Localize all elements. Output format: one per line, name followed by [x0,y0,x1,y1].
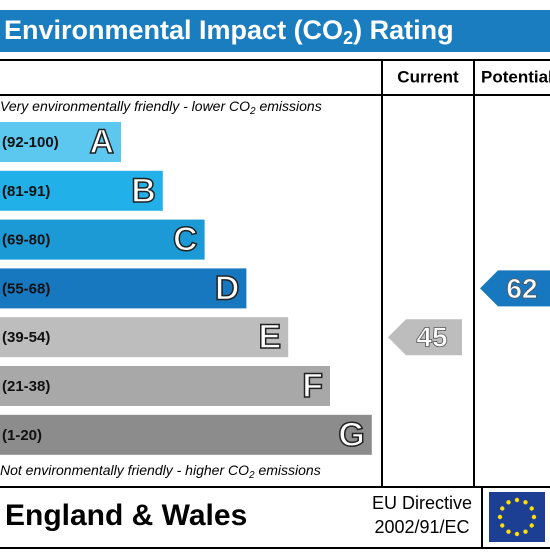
band-bar [0,414,372,455]
directive-code: 2002/91/EC [374,517,469,537]
title: Environmental Impact (CO2) Rating [4,15,454,48]
band-bar [0,317,289,358]
title-bar [0,10,550,52]
band-bar [0,219,205,260]
band-range: (69-80) [2,232,50,249]
directive: EU Directive [372,493,472,513]
band-letter: E [259,318,282,356]
band-letter: D [215,269,240,307]
bottom-note: Not environmentally friendly - higher CO… [0,462,321,481]
band-bar [0,366,330,406]
band-range: (92-100) [2,134,59,151]
rating-value: 62 [506,273,537,304]
rating-value: 45 [416,322,447,353]
band-range: (1-20) [2,427,42,444]
band-letter: C [173,221,198,259]
band-range: (39-54) [2,329,50,346]
frame [0,59,550,549]
rating-arrow [388,319,462,356]
eu-flag [489,492,545,542]
band-range: (55-68) [2,280,50,297]
column-header: Potential [481,67,550,86]
band-bar [0,170,163,211]
rating-arrow [480,270,550,307]
band-letter: F [302,367,323,405]
band-letter: A [89,123,114,161]
band-range: (81-91) [2,183,50,200]
band-range: (21-38) [2,378,50,395]
column-header: Current [397,67,459,86]
band-letter: G [338,416,364,454]
band-bar [0,268,247,309]
band-letter: B [131,172,156,210]
region: England & Wales [5,499,247,532]
band-bar [0,122,121,162]
top-note: Very environmentally friendly - lower CO… [0,98,322,117]
